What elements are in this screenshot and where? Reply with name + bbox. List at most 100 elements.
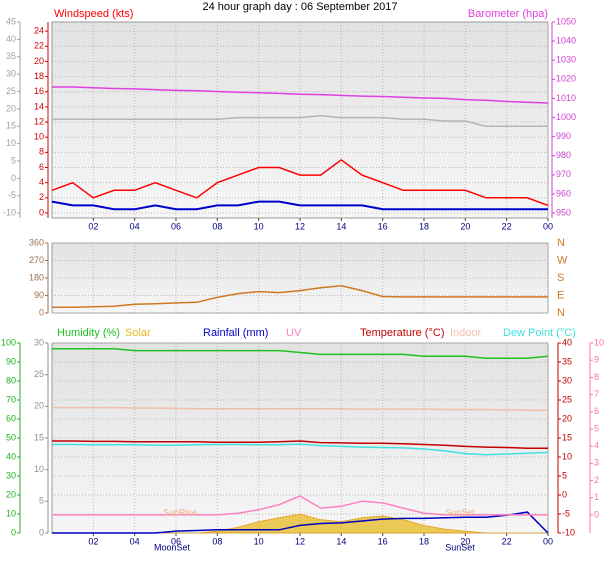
x-tick-label: 16 (378, 221, 388, 231)
y-tick-label: 0 (39, 307, 44, 317)
y-tick-label: 20 (34, 56, 44, 66)
legend-label: Humidity (%) (57, 327, 120, 339)
y-tick-label: 1040 (556, 35, 576, 45)
x-tick-label: 10 (254, 536, 264, 546)
x-tick-label: 04 (130, 536, 140, 546)
y-tick-label: 4 (39, 177, 44, 187)
y-tick-label: 16 (34, 86, 44, 96)
compass-label: N (557, 307, 565, 319)
y-tick-label: 8 (594, 372, 599, 382)
y-tick-label: 90 (34, 290, 44, 300)
x-tick-label: 16 (378, 536, 388, 546)
x-tick-label: 20 (460, 221, 470, 231)
y-tick-label: 360 (29, 237, 44, 247)
y-tick-label: 20 (34, 401, 44, 411)
x-tick-label: 14 (336, 536, 346, 546)
y-tick-label: 30 (562, 375, 572, 385)
line (52, 443, 549, 456)
plot-area (51, 242, 549, 314)
legend-label: Rainfall (mm) (203, 327, 268, 339)
x-tick-label: 06 (171, 221, 181, 231)
y-tick-label: 35 (6, 51, 16, 61)
y-tick-label: 270 (29, 255, 44, 265)
x-tick-label: 06 (171, 536, 181, 546)
x-tick-label: 08 (212, 221, 222, 231)
y-tick-label: 15 (34, 432, 44, 442)
line (52, 285, 548, 308)
y-tick-label: 20 (6, 103, 16, 113)
x-tick-label: 12 (295, 221, 305, 231)
y-tick-label: 8 (39, 147, 44, 157)
y-tick-label: 10 (34, 132, 44, 142)
y-tick-label: 20 (6, 489, 16, 499)
legend-label: Indoor (450, 327, 482, 339)
x-tick-label: 04 (130, 221, 140, 231)
y-tick-label: -10 (3, 208, 16, 218)
y-tick-label: 10 (6, 138, 16, 148)
legend-label: Solar (125, 327, 151, 339)
legend-label: Dew Point (°C) (503, 327, 576, 339)
y-tick-label: 40 (6, 451, 16, 461)
x-tick-label: 02 (88, 221, 98, 231)
y-tick-label: 1050 (556, 16, 576, 26)
y-tick-label: 0 (39, 207, 44, 217)
y-tick-label: 15 (6, 121, 16, 131)
plot-area (51, 342, 549, 534)
y-tick-label: 50 (6, 432, 16, 442)
y-tick-label: 180 (29, 272, 44, 282)
y-tick-label: 4 (594, 441, 599, 451)
y-tick-label: 35 (562, 356, 572, 366)
annotation: SunSet (445, 507, 475, 517)
x-tick-label: 18 (419, 221, 429, 231)
y-tick-label: 40 (562, 337, 572, 347)
line (52, 511, 549, 534)
y-tick-label: 14 (34, 101, 44, 111)
y-tick-label: 25 (6, 86, 16, 96)
y-tick-label: 6 (594, 406, 599, 416)
y-tick-label: 10 (594, 337, 604, 347)
y-tick-label: 6 (39, 162, 44, 172)
y-tick-label: 10 (562, 451, 572, 461)
line (52, 495, 548, 516)
line (52, 406, 548, 412)
y-tick-label: 25 (562, 394, 572, 404)
y-tick-label: 22 (34, 41, 44, 51)
x-tick-label: 00 (543, 536, 553, 546)
y-tick-label: 1020 (556, 74, 576, 84)
y-tick-label: 30 (6, 69, 16, 79)
line (52, 86, 549, 104)
y-tick-label: 950 (556, 207, 571, 217)
x-tick-label: 02 (88, 536, 98, 546)
y-tick-label: 9 (594, 355, 599, 365)
x-tick-label: 10 (254, 221, 264, 231)
x-tick-label: 12 (295, 536, 305, 546)
annotation: SunRise (163, 507, 197, 517)
y-tick-label: 990 (556, 131, 571, 141)
legend-label: Barometer (hpa) (468, 8, 548, 20)
y-tick-label: 0 (11, 173, 16, 183)
y-tick-label: 15 (562, 432, 572, 442)
y-tick-label: 7 (594, 389, 599, 399)
compass-label: E (557, 289, 564, 301)
y-tick-label: 30 (34, 337, 44, 347)
y-tick-label: -5 (8, 190, 16, 200)
y-tick-label: 0 (562, 489, 567, 499)
y-tick-label: 970 (556, 169, 571, 179)
x-tick-label: 14 (336, 221, 346, 231)
y-tick-label: -5 (562, 508, 570, 518)
y-tick-label: 2 (39, 192, 44, 202)
y-tick-label: 1000 (556, 112, 576, 122)
y-tick-label: 30 (6, 470, 16, 480)
graph-title: 24 hour graph day : 06 September 2017 (202, 1, 397, 13)
y-tick-label: 40 (6, 34, 16, 44)
y-tick-label: 45 (6, 16, 16, 26)
y-tick-label: 5 (594, 423, 599, 433)
legend-label: UV (286, 327, 302, 339)
line (52, 440, 548, 450)
annotation: SunSet (445, 542, 475, 552)
compass-label: W (557, 254, 568, 266)
y-tick-label: 80 (6, 375, 16, 385)
y-tick-label: 18 (34, 71, 44, 81)
y-tick-label: 5 (39, 496, 44, 506)
y-tick-label: 20 (562, 413, 572, 423)
